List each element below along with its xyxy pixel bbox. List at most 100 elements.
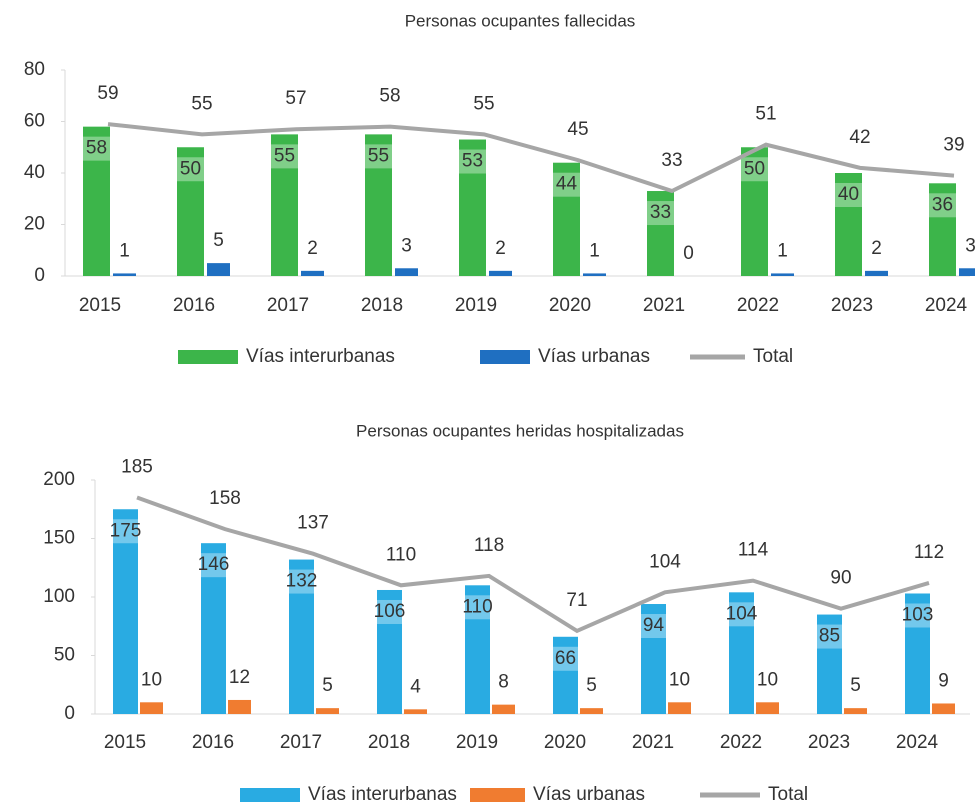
data-label: 2 [307,238,318,259]
data-label: 50 [180,158,201,179]
data-label: 12 [229,667,250,688]
bar [583,273,606,276]
label-bg [641,614,666,639]
x-tick-label: 2019 [455,295,497,316]
data-label: 132 [286,571,318,592]
label-bg [817,624,842,649]
x-tick-label: 2020 [544,732,586,753]
data-label: 10 [669,669,690,690]
data-label: 114 [738,540,769,561]
x-tick-label: 2023 [808,732,850,753]
bar [201,543,226,714]
x-tick-label: 2024 [896,732,939,753]
y-tick-label: 80 [24,59,45,80]
data-label: 90 [830,568,851,589]
data-label: 33 [661,150,682,171]
x-tick-label: 2020 [549,295,591,316]
y-tick-label: 20 [24,214,45,235]
data-label: 36 [932,194,953,215]
label-bg [459,149,486,174]
bar [817,614,842,714]
bar [932,703,955,714]
bar [459,139,486,276]
data-label: 5 [213,230,224,251]
bar [929,183,956,276]
data-label: 110 [386,544,416,565]
data-label: 10 [141,669,162,690]
data-label: 1 [589,240,600,261]
data-label: 39 [943,135,964,156]
data-label: 55 [274,145,295,166]
legend-label: Vías urbanas [538,346,650,367]
legend-label: Total [753,346,793,367]
data-label: 106 [374,601,406,622]
data-label: 1 [119,240,130,261]
x-tick-label: 2018 [361,295,403,316]
legend-label: Vías urbanas [533,784,645,805]
data-label: 44 [556,174,578,195]
chart-title: Personas ocupantes heridas hospitalizada… [356,421,684,440]
data-label: 158 [209,488,241,509]
data-label: 3 [965,235,975,256]
data-label: 55 [368,145,389,166]
y-tick-label: 40 [24,162,45,183]
x-tick-label: 2024 [925,295,968,316]
data-label: 1 [777,240,788,261]
data-label: 58 [379,86,400,107]
legend-swatch [470,788,525,802]
y-tick-label: 50 [54,645,75,666]
bar [668,702,691,714]
x-tick-label: 2019 [456,732,498,753]
y-tick-label: 200 [43,469,75,490]
bar [580,708,603,714]
data-label: 137 [297,513,329,534]
data-label: 33 [650,202,671,223]
data-label: 53 [462,151,483,172]
bar [316,708,339,714]
data-label: 104 [726,603,758,624]
data-label: 55 [473,93,494,114]
data-label: 40 [838,184,859,205]
y-tick-label: 60 [24,111,45,132]
y-tick-label: 100 [43,586,75,607]
y-tick-label: 0 [34,265,45,286]
data-label: 51 [755,104,776,125]
bar [647,191,674,276]
bar [271,134,298,276]
bar [905,593,930,714]
bar [395,268,418,276]
data-label: 185 [121,457,153,478]
data-label: 2 [495,238,506,259]
bar [113,509,138,714]
x-tick-label: 2023 [831,295,873,316]
data-label: 5 [322,675,333,696]
bar [377,589,402,714]
legend-label: Vías interurbanas [308,784,457,805]
data-label: 175 [110,520,142,541]
bar [641,604,666,714]
label-bg [929,193,956,218]
data-label: 112 [914,542,944,563]
x-tick-label: 2016 [192,732,234,753]
legend-swatch [178,350,238,364]
bar [553,162,580,276]
data-label: 104 [649,551,681,572]
x-tick-label: 2021 [632,732,674,753]
data-label: 103 [902,605,934,626]
data-label: 57 [285,88,306,109]
bar [228,699,251,714]
bar [301,270,324,276]
bar [365,134,392,276]
data-label: 4 [410,676,421,697]
bar [489,270,512,276]
data-label: 85 [819,626,840,647]
legend-swatch [480,350,530,364]
label-bg [905,603,930,628]
data-label: 5 [586,675,597,696]
label-bg [647,201,674,226]
y-tick-label: 150 [43,528,75,549]
data-label: 71 [566,590,587,611]
data-label: 118 [474,535,504,556]
data-label: 110 [462,596,492,617]
